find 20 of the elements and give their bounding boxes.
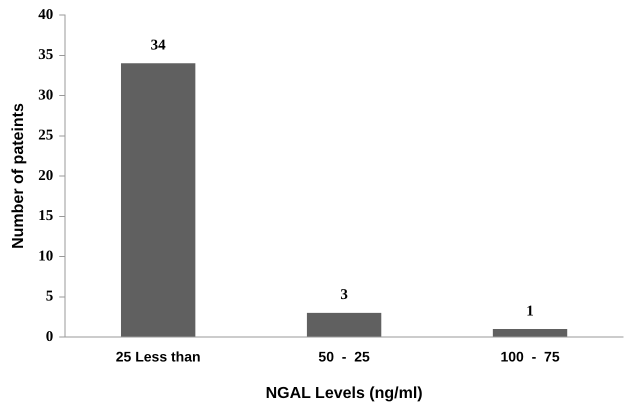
y-tick-label: 40: [38, 6, 54, 23]
y-tick-label: 20: [38, 168, 54, 184]
y-tick-label: 25: [38, 128, 54, 144]
x-tick-label: 100 - 75: [500, 348, 560, 364]
bar: [306, 312, 382, 336]
y-tick-label: 35: [38, 47, 54, 64]
data-label: 3: [340, 287, 348, 304]
y-tick-label: 5: [46, 288, 54, 305]
data-label: 34: [150, 38, 166, 54]
data-label: 1: [526, 303, 534, 320]
y-tick-label: 10: [38, 248, 54, 264]
x-axis-title: NGAL Levels (ng/ml): [266, 384, 423, 402]
bar: [492, 328, 568, 336]
bar: [120, 63, 196, 336]
y-axis-title: Number of pateints: [10, 103, 28, 249]
y-tick-label: 15: [38, 208, 54, 224]
x-tick-label: 50 - 25: [318, 348, 370, 364]
y-tick-label: 0: [46, 328, 54, 345]
y-tick-label: 30: [38, 87, 54, 104]
x-tick-label: 25 Less than: [116, 348, 201, 364]
